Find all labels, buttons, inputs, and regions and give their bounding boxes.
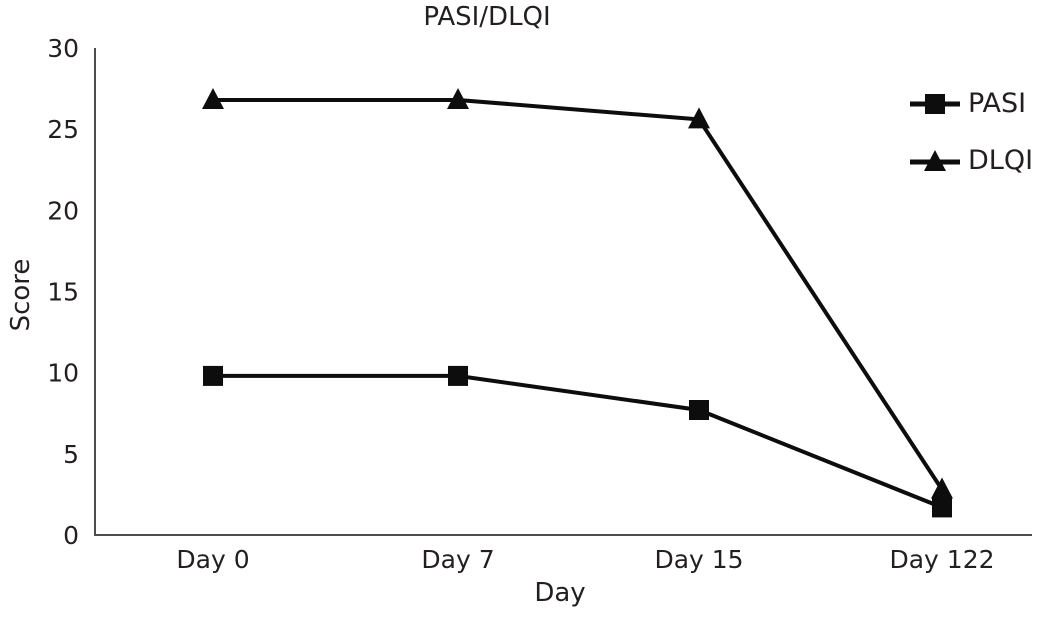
legend: PASI DLQI xyxy=(910,90,1033,174)
data-point-square-marker xyxy=(689,400,709,421)
x-tick-label: Day 0 xyxy=(176,545,249,574)
legend-label-dlqi: DLQI xyxy=(968,145,1034,176)
data-point-square-marker xyxy=(203,365,223,386)
data-point-triangle-marker xyxy=(202,87,224,109)
y-tick-label: 10 xyxy=(47,359,79,388)
dlqi-triangle-marker-icon xyxy=(910,149,960,171)
y-tick-label: 25 xyxy=(47,115,79,144)
series-line-pasi xyxy=(213,373,943,510)
y-tick-label: 15 xyxy=(47,278,79,307)
data-point-square-marker xyxy=(448,365,468,386)
chart-title: PASI/DLQI xyxy=(423,2,551,32)
legend-item-pasi: PASI xyxy=(910,90,1033,117)
x-axis-label: Day xyxy=(534,578,586,608)
data-point-square-marker xyxy=(932,497,952,518)
y-tick-label: 0 xyxy=(63,521,79,550)
y-tick-label: 20 xyxy=(47,196,79,225)
y-tick-label: 5 xyxy=(63,440,79,469)
x-tick-label: Day 15 xyxy=(654,545,743,574)
y-tick-label: 30 xyxy=(47,34,79,63)
legend-item-dlqi: DLQI xyxy=(910,147,1033,174)
legend-label-pasi: PASI xyxy=(968,88,1027,119)
data-point-triangle-marker xyxy=(931,477,953,499)
data-point-triangle-marker xyxy=(447,87,469,109)
x-tick-label: Day 7 xyxy=(421,545,494,574)
data-point-triangle-marker xyxy=(688,107,710,129)
pasi-square-marker-icon xyxy=(910,93,960,114)
x-tick-label: Day 122 xyxy=(889,545,994,574)
axis-lines xyxy=(94,48,1032,536)
series-line-dlqi xyxy=(213,97,944,491)
